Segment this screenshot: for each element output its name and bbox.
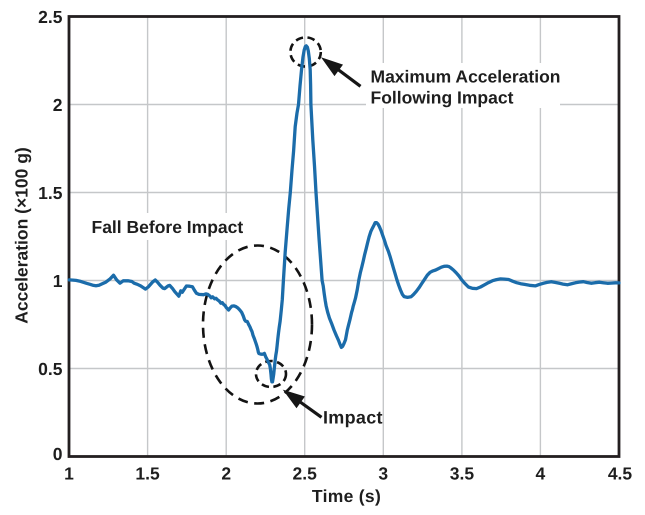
svg-text:Fall Before Impact: Fall Before Impact — [92, 217, 244, 237]
svg-text:4.5: 4.5 — [608, 464, 633, 484]
svg-text:Following Impact: Following Impact — [371, 88, 514, 108]
svg-text:2.5: 2.5 — [38, 7, 63, 27]
svg-text:1: 1 — [53, 271, 63, 291]
svg-text:Time (s): Time (s) — [312, 486, 381, 506]
svg-text:Maximum Acceleration: Maximum Acceleration — [371, 67, 561, 87]
svg-text:1: 1 — [64, 464, 74, 484]
svg-text:4: 4 — [536, 464, 546, 484]
svg-text:2.5: 2.5 — [293, 464, 318, 484]
svg-text:2: 2 — [221, 464, 231, 484]
svg-text:1.5: 1.5 — [38, 183, 63, 203]
svg-text:1.5: 1.5 — [135, 464, 160, 484]
svg-text:Impact: Impact — [323, 407, 383, 427]
svg-text:3: 3 — [378, 464, 388, 484]
svg-text:Acceleration (×100 g): Acceleration (×100 g) — [12, 147, 32, 324]
svg-text:0: 0 — [53, 444, 63, 464]
svg-text:0.5: 0.5 — [38, 359, 63, 379]
svg-text:3.5: 3.5 — [450, 464, 475, 484]
svg-text:2: 2 — [53, 95, 63, 115]
